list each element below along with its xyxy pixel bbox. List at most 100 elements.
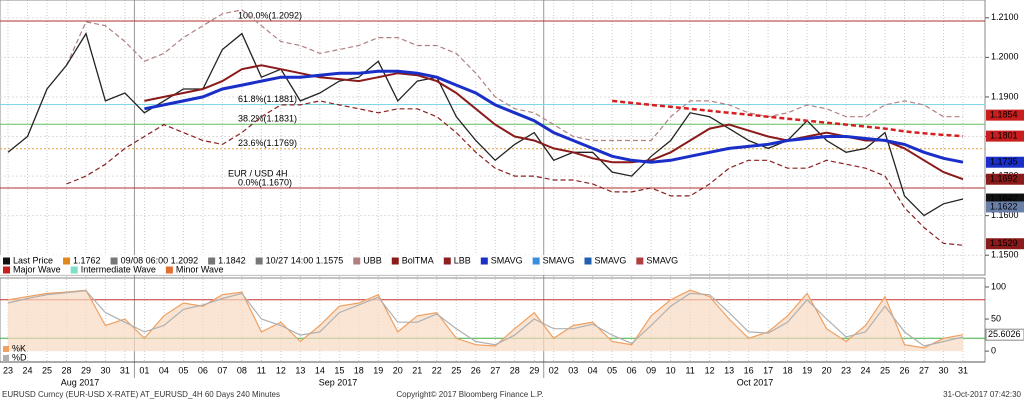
legend-label: Intermediate Wave (81, 264, 156, 274)
price-tag-label: 1.1854 (990, 110, 1018, 120)
price-tag (986, 156, 1024, 168)
x-tick-label: 21 (412, 365, 422, 375)
legend-label: SMAVG (646, 255, 678, 265)
legend-label: BolTMA (402, 255, 434, 265)
x-tick-label: 10 (666, 365, 676, 375)
month-label: Oct 2017 (737, 377, 774, 387)
footer-copyright: Copyright© 2017 Bloomberg Finance L.P. (396, 390, 543, 399)
legend-label: LBB (454, 255, 471, 265)
legend-label: SMAVG (594, 255, 626, 265)
legend-swatch (391, 257, 399, 265)
x-tick-label: 19 (802, 365, 812, 375)
price-tag-label: 1.1622 (990, 201, 1018, 211)
x-tick-label: 12 (705, 365, 715, 375)
value-tag-label: 25.6026 (988, 329, 1021, 339)
series-line (7, 32, 964, 217)
x-tick-label: 30 (939, 365, 949, 375)
x-tick-label: 25 (451, 365, 461, 375)
x-tick-label: 31 (958, 365, 968, 375)
x-tick-label: 04 (588, 365, 598, 375)
x-tick-label: 28 (510, 365, 520, 375)
x-tick-label: 26 (900, 365, 910, 375)
x-tick-label: 03 (568, 365, 578, 375)
y-tick-label: 1.2100 (991, 12, 1019, 22)
x-tick-label: 17 (763, 365, 773, 375)
x-tick-label: 05 (607, 365, 617, 375)
legend-swatch (480, 257, 488, 265)
legend-swatch (110, 257, 118, 265)
series-line (144, 69, 964, 164)
legend-label: %K (12, 343, 26, 353)
legend-swatch (353, 257, 361, 265)
y-tick-label: 1.1600 (991, 210, 1019, 220)
x-tick-label: 07 (217, 365, 227, 375)
month-label: Sep 2017 (319, 377, 358, 387)
annotation: EUR / USD 4H (228, 168, 288, 178)
legend-label: Major Wave (13, 264, 61, 274)
legend-swatch (584, 257, 592, 265)
x-tick-label: 13 (724, 365, 734, 375)
x-tick-label: 04 (159, 365, 169, 375)
x-tick-label: 14 (315, 365, 325, 375)
price-tag-label: 1.1735 (990, 157, 1018, 167)
legend-swatch (636, 257, 644, 265)
x-tick-label: 29 (529, 365, 539, 375)
legend-swatch (63, 257, 71, 265)
legend-swatch (3, 257, 10, 265)
series-line (7, 290, 964, 347)
x-tick-label: 11 (685, 365, 694, 375)
series-line (144, 64, 964, 181)
legend-label: 1.1842 (218, 255, 246, 265)
x-tick-label: 08 (237, 365, 247, 375)
legend-swatch (532, 257, 540, 265)
legend-swatch (3, 266, 10, 274)
x-tick-label: 16 (744, 365, 754, 375)
fib-label: 61.8%(1.1881) (238, 94, 297, 104)
x-tick-label: 05 (178, 365, 188, 375)
fib-label: 38.2%(1.1831) (238, 114, 297, 124)
x-tick-label: 23 (3, 365, 13, 375)
x-tick-label: 09 (646, 365, 656, 375)
legend-label: SMAVG (543, 255, 575, 265)
legend-swatch (165, 266, 173, 274)
value-tag (985, 328, 1024, 341)
price-tag-label: 1.1692 (990, 174, 1018, 184)
y-tick-label: 0 (991, 345, 996, 355)
legend-swatch (3, 355, 9, 361)
x-tick-label: 20 (822, 365, 832, 375)
legend-swatch (70, 266, 78, 274)
x-tick-label: 22 (432, 365, 442, 375)
x-tick-label: 01 (139, 365, 149, 375)
price-tag-label: 1.1529 (990, 238, 1018, 248)
series-line (66, 100, 964, 246)
legend-label: 09/08 06:00 1.2092 (121, 255, 199, 265)
x-tick-label: 20 (393, 365, 403, 375)
y-tick-label: 1.2000 (991, 52, 1019, 62)
price-tag (986, 193, 1024, 205)
x-tick-label: 12 (276, 365, 286, 375)
y-tick-label: 50 (991, 313, 1001, 323)
footer-source: EURUSD Curncy (EUR-USD X-RATE) AT_EURUSD… (2, 390, 280, 399)
x-tick-label: 29 (81, 365, 91, 375)
x-tick-label: 26 (471, 365, 481, 375)
x-tick-label: 18 (354, 365, 364, 375)
fib-label: 0.0%(1.1670) (238, 177, 292, 187)
price-tag (986, 130, 1024, 142)
price-tag-label: 1.1801 (990, 130, 1018, 140)
x-tick-label: 25 (880, 365, 890, 375)
x-tick-label: 25 (42, 365, 52, 375)
x-tick-label: 19 (373, 365, 383, 375)
legend-swatch (3, 346, 9, 352)
legend-label: 1.1762 (73, 255, 101, 265)
x-tick-label: 02 (549, 365, 559, 375)
legend-label: Last Price (13, 255, 53, 265)
series-line (65, 9, 963, 142)
legend-label: SMAVG (491, 255, 523, 265)
x-tick-label: 27 (919, 365, 929, 375)
fib-label: 100.0%(1.2092) (238, 10, 302, 20)
series-area (8, 290, 963, 352)
x-tick-label: 27 (490, 365, 500, 375)
price-tag-label: 1.1642 (990, 193, 1018, 203)
month-label: Aug 2017 (61, 377, 100, 387)
